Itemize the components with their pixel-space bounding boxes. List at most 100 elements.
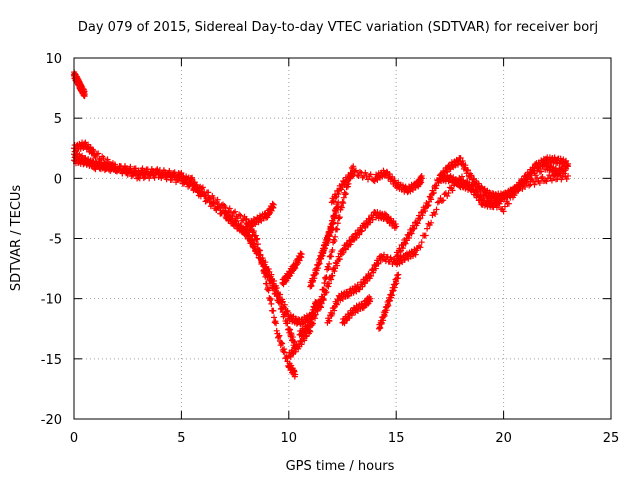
data-point (92, 166, 99, 173)
data-point (236, 211, 243, 218)
data-point (92, 154, 99, 161)
data-point (191, 179, 198, 186)
series-arc-14 (376, 271, 402, 332)
data-point (312, 270, 319, 277)
data-point (298, 251, 305, 258)
data-point (526, 173, 533, 180)
data-point (174, 174, 181, 181)
data-point (358, 228, 365, 235)
data-point (265, 266, 272, 273)
data-point (444, 193, 451, 200)
data-point (228, 215, 235, 222)
data-point (505, 200, 512, 207)
data-point (417, 244, 424, 251)
data-point (119, 169, 126, 176)
data-point (323, 289, 330, 296)
data-point (438, 197, 445, 204)
data-point (419, 212, 426, 219)
data-point (539, 174, 546, 181)
data-point (381, 312, 388, 319)
data-point (362, 224, 369, 231)
data-point (268, 278, 275, 285)
data-point (561, 170, 568, 177)
y-tick-label: -15 (41, 353, 62, 368)
data-point (350, 163, 357, 170)
data-point (100, 155, 107, 162)
data-point (555, 171, 562, 178)
data-point (79, 152, 86, 159)
data-point (252, 232, 259, 239)
data-point (509, 190, 516, 197)
data-point (95, 160, 102, 167)
data-point (401, 256, 408, 263)
x-tick-label: 5 (177, 431, 185, 446)
data-point (389, 173, 396, 180)
data-point (328, 253, 335, 260)
data-point (338, 204, 345, 211)
data-point (404, 189, 411, 196)
data-point (319, 252, 326, 259)
data-point (259, 258, 266, 265)
data-point (369, 266, 376, 273)
data-point (425, 220, 432, 227)
data-point (222, 204, 229, 211)
data-point (320, 295, 327, 302)
data-point (256, 252, 263, 259)
series-arc-1 (71, 69, 88, 100)
data-point (331, 238, 338, 245)
data-point (344, 183, 351, 190)
data-point (97, 166, 104, 173)
data-point (230, 209, 237, 216)
data-point (199, 184, 206, 191)
y-tick-label: 0 (54, 172, 62, 187)
data-point (166, 169, 173, 176)
data-point (395, 271, 402, 278)
data-point (338, 186, 345, 193)
data-point (267, 295, 274, 302)
data-point (358, 227, 365, 234)
data-point (326, 318, 333, 325)
data-point (462, 162, 469, 169)
data-point (563, 157, 570, 164)
data-point (124, 169, 131, 176)
x-axis-label: GPS time / hours (286, 459, 395, 474)
data-point (395, 252, 402, 259)
data-point (267, 297, 274, 304)
data-point (268, 300, 275, 307)
data-point (232, 208, 239, 215)
data-point (422, 208, 429, 215)
data-point (475, 180, 482, 187)
data-point (156, 168, 163, 175)
data-point (246, 223, 253, 230)
data-point (281, 311, 288, 318)
data-point (399, 245, 406, 252)
data-point (77, 145, 84, 152)
data-point (307, 328, 314, 335)
data-point (354, 172, 361, 179)
data-point (340, 200, 347, 207)
data-point (331, 268, 338, 275)
data-point (429, 212, 436, 219)
data-point (459, 157, 466, 164)
data-point (416, 243, 423, 250)
data-point (128, 170, 135, 177)
data-point (548, 177, 555, 184)
data-point (531, 181, 538, 188)
data-point (273, 327, 280, 334)
data-point (276, 296, 283, 303)
series-arc-8 (296, 208, 400, 339)
data-point (497, 198, 504, 205)
data-point (324, 263, 331, 270)
data-point (352, 167, 359, 174)
data-point (500, 208, 507, 215)
data-point (281, 346, 288, 353)
y-tick-label: 10 (45, 52, 62, 67)
data-point (320, 297, 327, 304)
data-point (148, 166, 155, 173)
data-point (486, 189, 493, 196)
data-point (433, 206, 440, 213)
series-arc-11 (328, 167, 425, 206)
data-point (284, 307, 291, 314)
data-point (356, 286, 363, 293)
